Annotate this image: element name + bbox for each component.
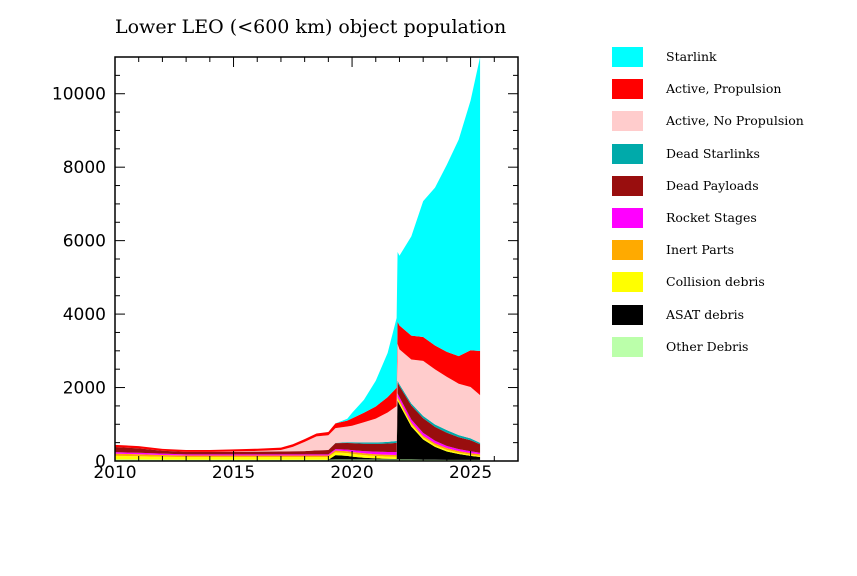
legend-label: Dead Payloads [666, 177, 759, 193]
legend-label: Inert Parts [666, 242, 735, 258]
legend-swatch [612, 143, 643, 164]
legend-swatch [612, 47, 643, 67]
y-tick-label: 0 [95, 452, 106, 472]
legend-swatch [612, 272, 643, 293]
x-tick-label: 2025 [449, 463, 492, 483]
x-tick-label: 2015 [212, 463, 255, 483]
y-tick-label: 6000 [63, 232, 106, 252]
legend-label: Rocket Stages [666, 209, 757, 225]
series-area-active-no-propulsion [115, 343, 481, 452]
legend-swatch [612, 111, 643, 132]
legend-label: Active, Propulsion [666, 81, 782, 97]
y-tick-label: 10000 [52, 85, 106, 105]
legend-swatch [612, 175, 643, 196]
x-tick-label: 2020 [330, 463, 373, 483]
legend-label: Other Debris [666, 338, 749, 354]
series-area-starlink [115, 57, 481, 450]
legend-label: Collision debris [666, 274, 765, 290]
series-area-asat-debris [115, 400, 481, 460]
legend-swatch [612, 336, 643, 357]
legend-label: Starlink [666, 49, 717, 64]
x-tick-label: 2010 [93, 463, 136, 483]
legend-swatch [612, 207, 643, 228]
y-tick-label: 8000 [63, 158, 106, 178]
y-tick-label: 2000 [63, 379, 106, 399]
legend-swatch [612, 304, 643, 325]
legend-label: ASAT debris [666, 306, 745, 322]
legend-swatch [612, 79, 643, 100]
legend-label: Dead Starlinks [666, 145, 760, 161]
legend-label: Active, No Propulsion [666, 113, 804, 129]
legend-swatch [612, 240, 643, 261]
chart-title: Lower LEO (<600 km) object population [115, 16, 507, 38]
y-tick-label: 4000 [63, 305, 106, 325]
